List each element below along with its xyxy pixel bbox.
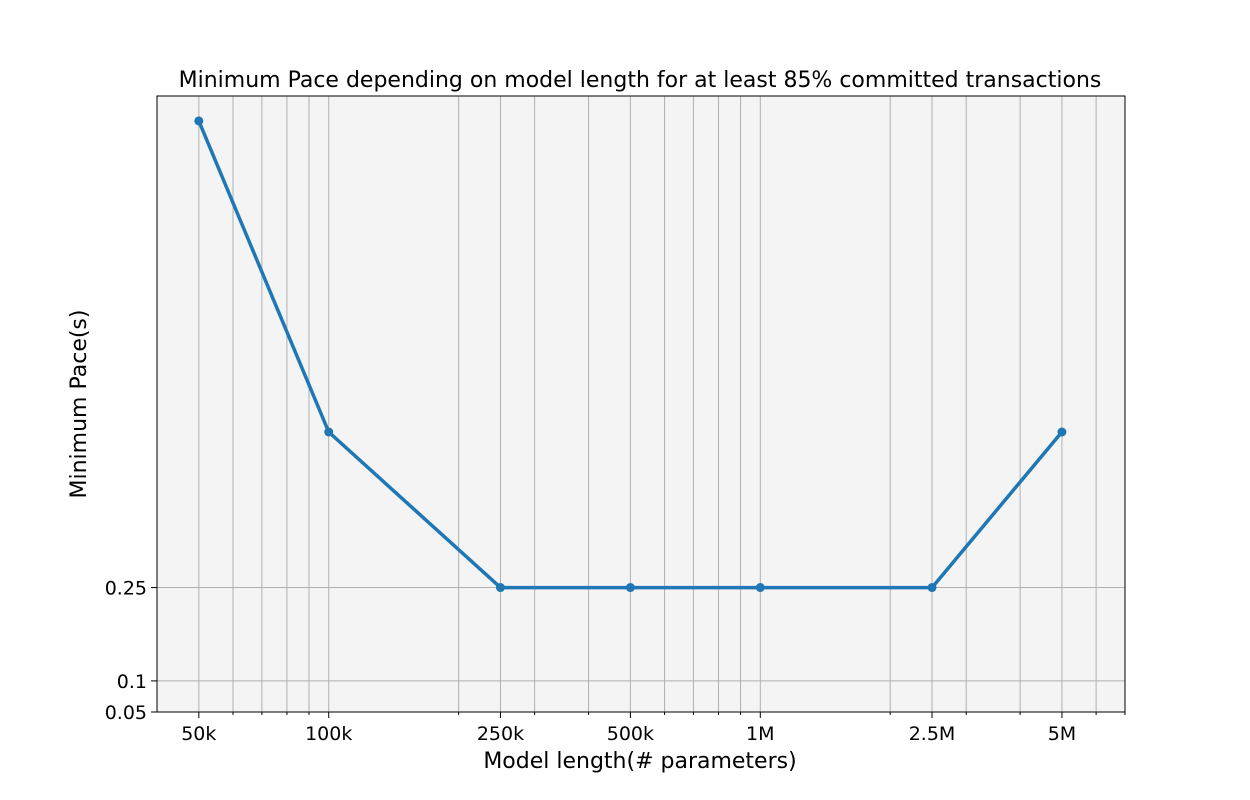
x-tick-label: 500k	[607, 723, 654, 745]
data-point	[625, 583, 635, 593]
x-tick-label: 1M	[746, 723, 774, 745]
data-point	[495, 583, 505, 593]
plot-background	[157, 96, 1125, 712]
data-point	[324, 427, 334, 437]
tick-layer: 50k 100k 250k 500k 1M 2.5M 5M 0.05 0.1 0.25	[105, 578, 1126, 745]
data-point	[755, 583, 765, 593]
data-point	[927, 583, 937, 593]
y-tick-label: 0.1	[117, 671, 147, 693]
x-tick-label: 100k	[305, 723, 352, 745]
x-tick-label: 5M	[1048, 723, 1076, 745]
data-point	[194, 116, 204, 126]
x-tick-label: 50k	[181, 723, 216, 745]
chart-title: Minimum Pace depending on model length f…	[179, 68, 1102, 93]
x-axis-label: Model length(# parameters)	[483, 749, 796, 774]
data-point	[1057, 427, 1067, 437]
series-layer	[194, 116, 1067, 593]
plot-frame	[156, 95, 1126, 713]
grid-layer	[157, 96, 1126, 713]
y-tick-label: 0.05	[105, 702, 147, 724]
x-tick-label: 250k	[477, 723, 524, 745]
y-axis-label: Minimum Pace(s)	[67, 310, 92, 499]
y-tick-label: 0.25	[105, 578, 147, 600]
x-tick-label: 2.5M	[909, 723, 956, 745]
